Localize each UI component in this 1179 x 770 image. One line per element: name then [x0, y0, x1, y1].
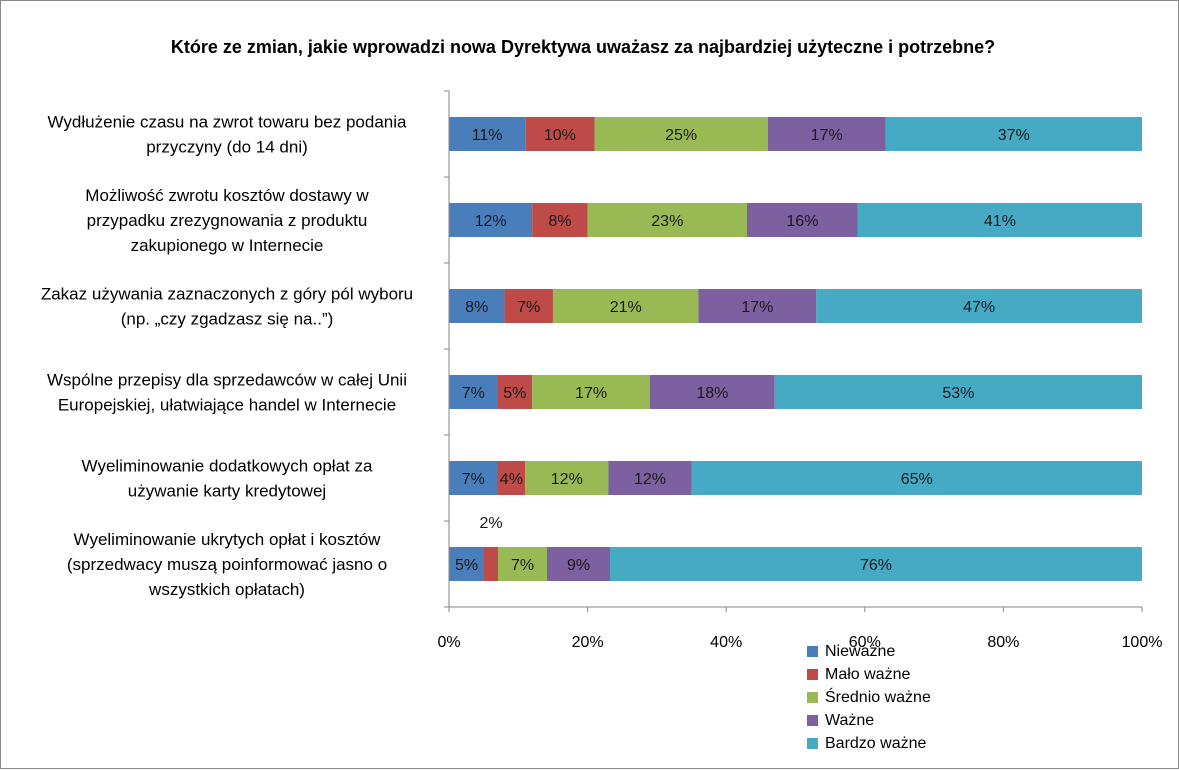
data-label: 25% — [665, 127, 697, 144]
bar-segment — [885, 117, 1142, 151]
chart-title: Które ze zmian, jakie wprowadzi nowa Dyr… — [171, 37, 995, 57]
data-label: 5% — [503, 385, 526, 402]
bar-segment — [449, 203, 533, 237]
data-label: 11% — [472, 127, 503, 144]
data-label: 17% — [741, 299, 773, 316]
bar-segment — [497, 375, 533, 409]
legend-label: Ważne — [825, 712, 874, 729]
bar-segment — [767, 117, 886, 151]
x-tick-label: 0% — [437, 634, 460, 651]
category-label: Zakaz używania zaznaczonych z góry pól w… — [41, 285, 413, 304]
bar-segment — [532, 203, 588, 237]
category-labels: Wydłużenie czasu na zwrot towaru bez pod… — [41, 113, 413, 600]
bar-segment — [587, 203, 747, 237]
category-label: Europejskiej, ułatwiające handel w Inter… — [58, 396, 396, 415]
category-label: Wspólne przepisy dla sprzedawców w całej… — [47, 371, 407, 390]
data-label: 7% — [462, 471, 485, 488]
bar-segment — [525, 117, 595, 151]
data-label: 41% — [984, 213, 1016, 230]
bar-segment — [594, 117, 768, 151]
legend: Nieważne Mało ważne Średnio ważne Ważne Bard… — [807, 643, 931, 752]
data-label: 12% — [475, 213, 507, 230]
legend-label: Nieważne — [825, 643, 895, 660]
category-label: zakupionego w Internecie — [131, 236, 324, 255]
data-label: 10% — [544, 127, 576, 144]
x-tick-label: 20% — [572, 634, 604, 651]
bar-segment — [498, 547, 547, 581]
bar-segment — [504, 289, 553, 323]
bar-segment — [449, 117, 526, 151]
data-label: 37% — [998, 127, 1030, 144]
bars: 11% 10% 25% 17% 37% 12% 8% 23% 16% 41% 8% 7% 21% 17% 4… — [449, 117, 1142, 581]
data-label: 65% — [901, 471, 933, 488]
data-label: 76% — [860, 557, 892, 574]
category-label: przypadku zrezygnowania z produktu — [87, 211, 368, 230]
x-tick-label: 60% — [849, 634, 881, 651]
bar-segment — [484, 547, 498, 581]
bar-segment — [816, 289, 1142, 323]
bar-segment — [610, 547, 1142, 581]
data-label: 47% — [963, 299, 995, 316]
data-label: 12% — [551, 471, 583, 488]
category-label: (np. „czy zgadzasz się na..”) — [121, 310, 334, 329]
x-tick-label: 80% — [987, 634, 1019, 651]
data-label: 4% — [500, 471, 523, 488]
category-label: używanie karty kredytowej — [128, 482, 326, 501]
legend-swatch — [807, 646, 818, 657]
legend-label: Bardzo ważne — [825, 735, 926, 752]
data-label: 17% — [811, 127, 843, 144]
bar-segment — [691, 461, 1142, 495]
data-label: 8% — [465, 299, 488, 316]
bar-segment — [449, 289, 505, 323]
bar-segment — [552, 289, 699, 323]
category-label: Wydłużenie czasu na zwrot towaru bez pod… — [48, 113, 407, 132]
x-tick-label: 40% — [710, 634, 742, 651]
bar-segment — [449, 461, 498, 495]
bar-segment — [698, 289, 817, 323]
bar-segment — [497, 461, 526, 495]
data-label: 53% — [942, 385, 974, 402]
bar-segment — [525, 461, 609, 495]
legend-swatch — [807, 669, 818, 680]
data-label: 7% — [517, 299, 540, 316]
data-label: 8% — [548, 213, 571, 230]
bar-segment — [649, 375, 775, 409]
bar-segment — [449, 547, 484, 581]
axes: 0% 20% 40% 60% 80% 100% — [437, 90, 1163, 651]
category-label: wszystkich opłatach) — [148, 580, 305, 599]
data-label: 12% — [634, 471, 666, 488]
data-label: 23% — [651, 213, 683, 230]
data-label: 2% — [479, 515, 502, 532]
bar-segment — [449, 375, 498, 409]
category-label: przyczyny (do 14 dni) — [146, 138, 308, 157]
category-label: Wyeliminowanie ukrytych opłat i kosztów — [74, 530, 382, 549]
data-label: 18% — [696, 385, 728, 402]
legend-swatch — [807, 738, 818, 749]
category-label: Możliwość zwrotu kosztów dostawy w — [85, 186, 369, 205]
data-label: 17% — [575, 385, 607, 402]
legend-label: Średnio ważne — [825, 687, 931, 706]
category-label: (sprzedwacy muszą poinformować jasno o — [67, 555, 387, 574]
bar-segment — [857, 203, 1142, 237]
x-tick-label: 100% — [1122, 634, 1163, 651]
data-label: 7% — [462, 385, 485, 402]
legend-label: Mało ważne — [825, 666, 910, 683]
data-label: 21% — [610, 299, 642, 316]
category-label: Wyeliminowanie dodatkowych opłat za — [82, 457, 373, 476]
bar-segment — [746, 203, 858, 237]
bar-segment — [774, 375, 1142, 409]
data-label: 7% — [511, 557, 534, 574]
legend-swatch — [807, 715, 818, 726]
data-label: 5% — [455, 557, 478, 574]
data-label: 9% — [567, 557, 590, 574]
bar-segment — [532, 375, 650, 409]
legend-swatch — [807, 692, 818, 703]
bar-segment — [547, 547, 610, 581]
data-label: 16% — [786, 213, 818, 230]
bar-segment — [608, 461, 692, 495]
